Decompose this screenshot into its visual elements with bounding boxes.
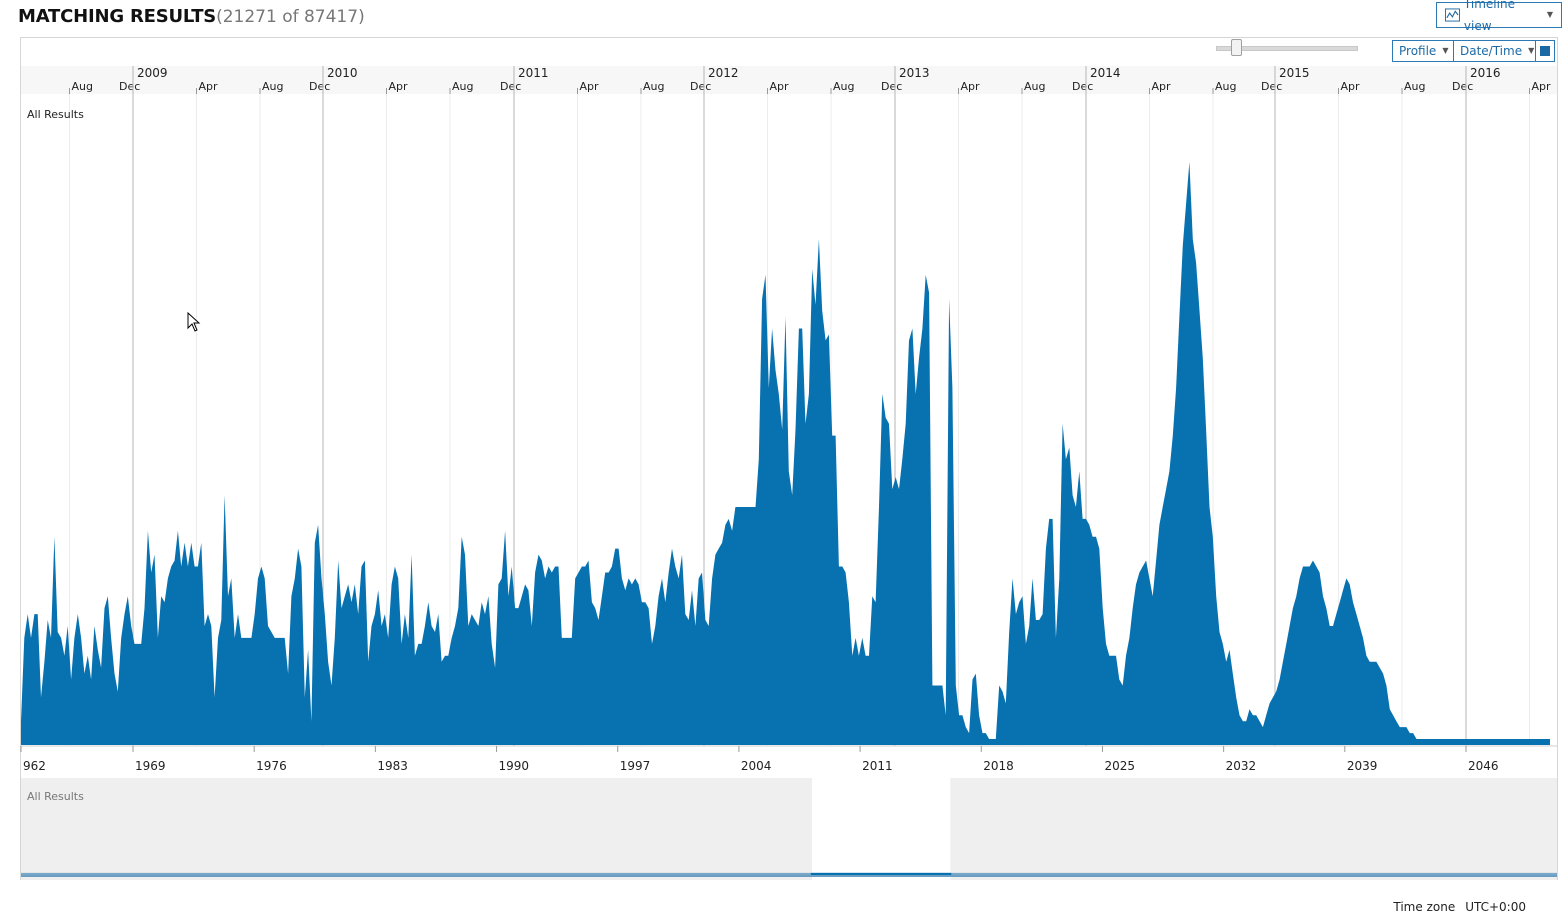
month-label: Aug (1024, 80, 1045, 93)
lower-axis-label: 2011 (862, 759, 893, 773)
zoom-slider-track[interactable] (1216, 46, 1358, 51)
month-label: Dec (881, 80, 902, 93)
month-label: Aug (262, 80, 283, 93)
year-label: 2014 (1090, 66, 1121, 80)
month-label: Aug (643, 80, 664, 93)
month-label: Apr (389, 80, 409, 93)
fit-to-screen-icon[interactable] (1535, 40, 1555, 62)
timeline-view-label: Timeline view (1463, 0, 1515, 33)
month-label: Aug (1404, 80, 1425, 93)
month-label: Aug (1215, 80, 1236, 93)
lower-axis-label: 2039 (1347, 759, 1378, 773)
timezone-footer: Time zone UTC+0:00 (1393, 900, 1526, 914)
month-label: Apr (1152, 80, 1172, 93)
results-count: (21271 of 87417) (216, 7, 365, 27)
overview-background (21, 778, 1557, 880)
lower-axis-label: 1969 (135, 759, 166, 773)
month-label: Aug (452, 80, 473, 93)
month-label: Apr (1341, 80, 1361, 93)
month-label: Dec (119, 80, 140, 93)
month-label: Dec (690, 80, 711, 93)
lower-axis-label: 1997 (620, 759, 651, 773)
month-label: Dec (500, 80, 521, 93)
month-label: Dec (1072, 80, 1093, 93)
year-label: 2015 (1279, 66, 1310, 80)
lower-axis-label: 962 (23, 759, 46, 773)
month-label: Aug (72, 80, 93, 93)
profile-label: Profile (1399, 44, 1437, 58)
timezone-value: UTC+0:00 (1465, 900, 1526, 914)
year-label: 2010 (327, 66, 358, 80)
chevron-down-icon: ▼ (1528, 46, 1535, 55)
year-label: 2012 (708, 66, 739, 80)
zoom-slider-thumb[interactable] (1231, 39, 1242, 56)
overview-selection-window[interactable] (812, 778, 951, 880)
cursor-icon (187, 312, 201, 332)
lower-axis-label: 2025 (1104, 759, 1135, 773)
timeline-icon (1445, 8, 1460, 22)
datetime-label: Date/Time (1460, 44, 1523, 58)
year-label: 2016 (1470, 66, 1501, 80)
month-label: Dec (1261, 80, 1282, 93)
lower-axis-label: 1976 (256, 759, 287, 773)
month-label: Apr (580, 80, 600, 93)
month-label: Dec (1452, 80, 1473, 93)
month-label: Apr (770, 80, 790, 93)
year-label: 2013 (899, 66, 930, 80)
main-area-series (21, 161, 1550, 745)
year-label: 2011 (518, 66, 549, 80)
timeline-view-button[interactable]: Timeline view ▼ (1436, 0, 1562, 33)
month-label: Apr (1532, 80, 1552, 93)
lower-axis-label: 1990 (499, 759, 530, 773)
lower-axis-label: 2046 (1468, 759, 1499, 773)
year-label: 2009 (137, 66, 168, 80)
page-title: MATCHING RESULTS (18, 6, 217, 27)
lower-axis-label: 2018 (983, 759, 1014, 773)
chevron-down-icon: ▼ (1546, 10, 1553, 19)
chevron-down-icon: ▼ (1442, 46, 1449, 55)
profile-dropdown[interactable]: Profile ▼ (1392, 40, 1456, 62)
upper-axis-band (21, 66, 1557, 94)
month-label: Apr (199, 80, 219, 93)
overview-series-label: All Results (27, 790, 84, 803)
datetime-dropdown[interactable]: Date/Time ▼ (1453, 40, 1542, 62)
series-label: All Results (27, 108, 84, 121)
month-label: Aug (833, 80, 854, 93)
month-label: Dec (309, 80, 330, 93)
results-header: MATCHING RESULTS (21271 of 87417) (18, 6, 365, 32)
month-label: Apr (961, 80, 981, 93)
lower-axis-label: 2032 (1226, 759, 1257, 773)
lower-axis-label: 2004 (741, 759, 772, 773)
timezone-label: Time zone (1393, 900, 1456, 914)
lower-axis-label: 1983 (377, 759, 408, 773)
